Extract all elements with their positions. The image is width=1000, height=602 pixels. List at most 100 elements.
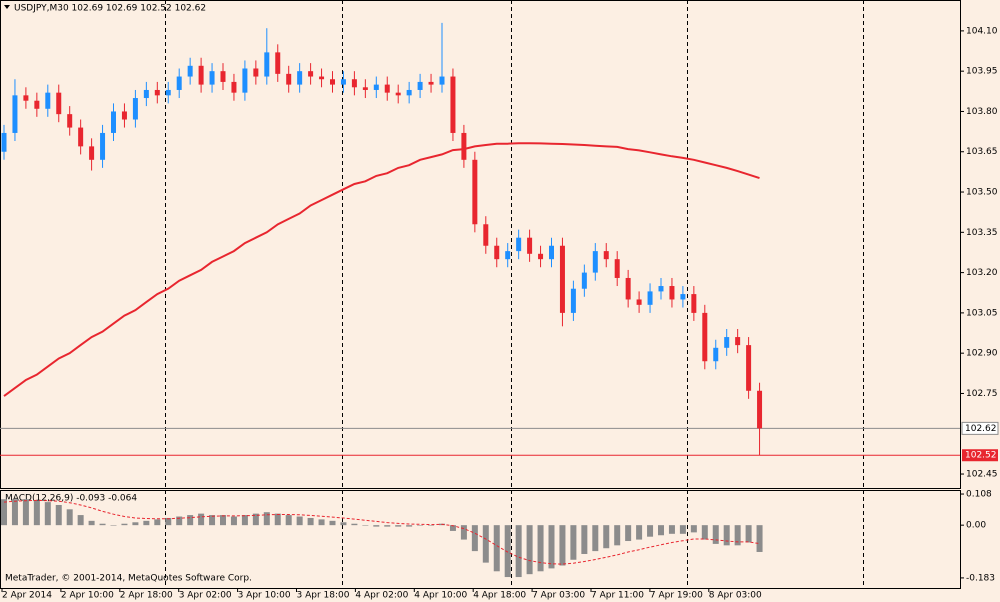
candle-body xyxy=(559,245,565,313)
candle-body xyxy=(242,68,248,93)
candle-body xyxy=(603,251,609,260)
candle-body xyxy=(702,312,708,362)
candle-body xyxy=(472,159,478,225)
x-tick-label: 2 Apr 10:00 xyxy=(61,591,114,601)
macd-bar xyxy=(482,525,489,563)
macd-bar xyxy=(165,517,172,526)
macd-bar xyxy=(121,523,128,526)
macd-bar xyxy=(274,513,281,526)
candle-body xyxy=(121,111,127,120)
macd-bar xyxy=(99,523,106,526)
candle-body xyxy=(735,337,741,346)
candle-body xyxy=(187,65,193,77)
macd-bar xyxy=(712,525,719,544)
macd-bar xyxy=(220,515,226,526)
macd-bar xyxy=(1,499,7,526)
chart-title: USDJPY,M30 102.69 102.69 102.52 102.62 xyxy=(14,4,206,14)
candle-body xyxy=(746,345,752,391)
candle-body xyxy=(308,71,314,77)
y-tick-label: 102.45 xyxy=(966,470,998,480)
x-tick-label: 2 Apr 2014 xyxy=(2,591,52,601)
macd-bar xyxy=(636,525,643,540)
macd-title: MACD(12,26,9) -0.093 -0.064 xyxy=(5,494,137,504)
candle-body xyxy=(176,76,182,90)
candle-body xyxy=(231,81,237,93)
macd-bar xyxy=(110,525,117,526)
candle-body xyxy=(351,79,357,88)
y-tick-label: 103.35 xyxy=(966,228,998,238)
macd-bar xyxy=(460,525,467,540)
candle-body xyxy=(373,84,379,90)
x-tick-label: 3 Apr 10:00 xyxy=(238,591,291,601)
candle-body xyxy=(23,95,29,101)
candle-body xyxy=(406,89,412,96)
x-tick-label: 4 Apr 02:00 xyxy=(355,591,408,601)
bid-price-tag xyxy=(962,449,998,462)
x-tick-label: 7 Apr 03:00 xyxy=(532,591,585,601)
candle-body xyxy=(89,146,95,160)
y-tick-label: 104.10 xyxy=(966,26,998,36)
candle-body xyxy=(143,89,149,99)
y-tick-label: 103.95 xyxy=(966,67,998,77)
macd-bar xyxy=(66,509,73,526)
candle-body xyxy=(264,52,270,77)
y-tick-label: 0.108 xyxy=(966,490,992,500)
macd-bar xyxy=(647,525,654,537)
macd-bar xyxy=(307,517,314,526)
macd-bar xyxy=(745,525,752,543)
candle-body xyxy=(680,294,686,300)
candle-body xyxy=(132,98,138,120)
macd-bar xyxy=(318,519,325,526)
last-price-tag xyxy=(961,421,999,435)
macd-bar xyxy=(209,515,216,526)
macd-bar xyxy=(373,525,380,527)
y-tick-label: -0.183 xyxy=(966,573,995,583)
x-tick-label: 7 Apr 11:00 xyxy=(591,591,644,601)
macd-bar xyxy=(230,516,237,526)
candle-body xyxy=(505,251,511,260)
macd-bar xyxy=(504,525,511,578)
macd-bar xyxy=(658,525,664,536)
y-tick-label: 103.05 xyxy=(966,308,998,318)
candle-body xyxy=(34,100,40,109)
macd-bar xyxy=(406,525,413,527)
x-tick-label: 4 Apr 18:00 xyxy=(473,591,526,601)
y-tick-label: 103.20 xyxy=(966,268,998,278)
candle-body xyxy=(570,288,576,313)
candle-body xyxy=(297,71,303,85)
candle-body xyxy=(384,84,390,93)
candle-body xyxy=(340,79,346,85)
candle-body xyxy=(647,291,653,305)
macd-signal xyxy=(3,499,760,565)
candle-body xyxy=(275,52,281,74)
macd-bar xyxy=(252,513,259,526)
candle-body xyxy=(67,114,73,128)
candle-body xyxy=(428,81,434,85)
candle-body xyxy=(319,76,325,80)
macd-bar xyxy=(526,525,533,575)
macd-bar xyxy=(154,519,161,526)
macd-bar xyxy=(614,525,621,546)
candle-body xyxy=(417,81,423,90)
candle-body xyxy=(549,245,554,260)
candle-body xyxy=(527,237,533,254)
macd-bar xyxy=(701,525,708,540)
candle-body xyxy=(494,245,500,260)
macd-bar xyxy=(395,525,402,527)
macd-bar xyxy=(417,525,424,526)
macd-bar xyxy=(176,516,183,526)
macd-bar xyxy=(88,520,95,526)
macd-bar xyxy=(581,525,588,554)
macd-bar xyxy=(55,504,62,526)
macd-bar xyxy=(756,525,763,552)
y-tick-label: 0.00 xyxy=(966,521,986,531)
macd-bar xyxy=(625,525,632,542)
x-tick-label: 3 Apr 02:00 xyxy=(179,591,232,601)
candle-body xyxy=(12,95,18,133)
macd-bar xyxy=(44,502,51,526)
menu-arrow[interactable] xyxy=(4,5,10,9)
x-tick-label: 8 Apr 03:00 xyxy=(709,591,762,601)
macd-bar xyxy=(285,515,292,526)
